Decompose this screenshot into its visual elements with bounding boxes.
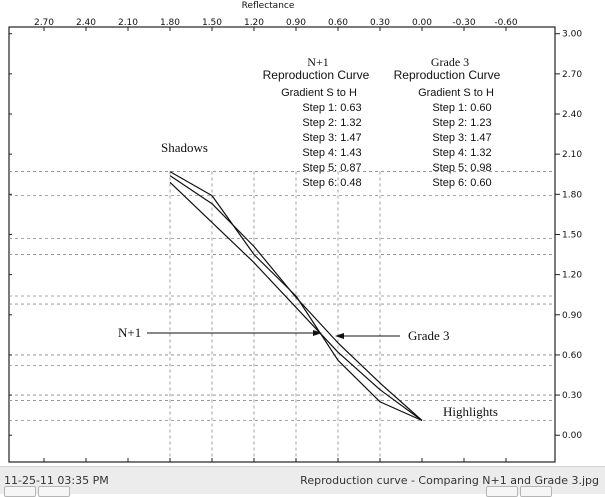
series-extra-line <box>169 181 423 421</box>
grade3-pointer: Grade 3 <box>335 328 450 343</box>
series-grade3-line <box>169 175 423 421</box>
y-tick-label: 2.10 <box>562 150 582 160</box>
n1-step: Step 5: 0.87 <box>302 162 361 174</box>
n1-step: Step 4: 1.43 <box>302 147 361 159</box>
grade3-step: Step 4: 1.32 <box>432 147 491 159</box>
status-timestamp: 11-25-11 03:35 PM <box>4 474 109 487</box>
x-tick-label: 1.50 <box>202 18 222 28</box>
y-axis-ticks: 3.00 2.70 2.40 2.10 1.80 1.50 1.20 0.90 0.60 0.30… <box>9 30 582 441</box>
y-tick-label: 0.90 <box>562 311 582 321</box>
reproduction-chart: Reflectance 2.70 2.40 2.10 1.80 1.50 1.20 0.90… <box>8 1 582 463</box>
grade3-step: Step 6: 0.60 <box>432 177 491 189</box>
x-tick-label: 1.80 <box>160 18 180 28</box>
viewer-nav-button[interactable] <box>4 486 36 497</box>
n1-pointer-label: N+1 <box>118 325 141 340</box>
x-tick-label: 0.00 <box>412 18 432 28</box>
n1-step: Step 6: 0.48 <box>302 177 361 189</box>
x-tick-label: 2.70 <box>34 18 54 28</box>
n1-title: N+1 <box>307 55 328 69</box>
highlights-label: Highlights <box>443 404 498 419</box>
n1-annotation: N+1 Reproduction Curve Gradient S to H S… <box>263 55 370 189</box>
y-tick-label: 0.30 <box>562 391 582 401</box>
plot-frame <box>8 26 556 463</box>
x-tick-label: 1.20 <box>244 18 264 28</box>
grade3-title: Grade 3 <box>431 55 469 69</box>
x-tick-label: -0.30 <box>452 18 476 28</box>
y-tick-label: 0.60 <box>562 351 582 361</box>
x-tick-label: 0.60 <box>328 18 348 28</box>
shadows-label: Shadows <box>161 140 208 155</box>
viewer-tool-button[interactable] <box>486 486 518 497</box>
x-tick-label: 2.40 <box>76 18 96 28</box>
x-tick-label: 2.10 <box>118 18 138 28</box>
x-axis-ticks: 2.70 2.40 2.10 1.80 1.50 1.20 0.90 0.60 0.30 0.00… <box>34 18 518 462</box>
n1-pointer-arrowhead <box>313 330 322 336</box>
series-layer <box>169 171 423 422</box>
grade3-pointer-arrowhead <box>335 333 344 339</box>
y-tick-label: 2.70 <box>562 70 582 80</box>
y-tick-label: 1.50 <box>562 230 582 240</box>
x-tick-label: 0.30 <box>370 18 390 28</box>
grade3-step: Step 2: 1.23 <box>432 117 491 129</box>
top-axis-title: Reflectance <box>242 1 295 11</box>
n1-step: Step 2: 1.32 <box>302 117 361 129</box>
x-tick-label: -0.60 <box>494 18 518 28</box>
n1-pointer: N+1 <box>118 325 322 340</box>
grade3-step: Step 3: 1.47 <box>432 132 491 144</box>
grade3-pointer-label: Grade 3 <box>408 328 450 343</box>
y-tick-label: 0.00 <box>562 431 582 441</box>
grade3-annotation: Grade 3 Reproduction Curve Gradient S to… <box>394 55 501 189</box>
y-tick-label: 1.80 <box>562 190 582 200</box>
n1-subtitle: Reproduction Curve <box>263 68 370 82</box>
series-n1-line <box>169 171 423 422</box>
n1-step: Step 3: 1.47 <box>302 132 361 144</box>
y-tick-label: 1.20 <box>562 271 582 281</box>
grade3-subtitle: Reproduction Curve <box>394 68 501 82</box>
grade3-step: Step 1: 0.60 <box>432 102 491 114</box>
n1-heading: Gradient S to H <box>281 87 357 99</box>
viewer-tool-button[interactable] <box>520 486 552 497</box>
x-tick-label: 0.90 <box>286 18 306 28</box>
n1-step: Step 1: 0.63 <box>302 102 361 114</box>
dashed-guides <box>9 171 555 462</box>
grade3-step: Step 5: 0.98 <box>432 162 491 174</box>
y-tick-label: 3.00 <box>562 30 582 40</box>
grade3-heading: Gradient S to H <box>418 87 494 99</box>
viewer-nav-button[interactable] <box>38 486 70 497</box>
status-filename: Reproduction curve - Comparing N+1 and G… <box>300 474 599 487</box>
y-tick-label: 2.40 <box>562 110 582 120</box>
